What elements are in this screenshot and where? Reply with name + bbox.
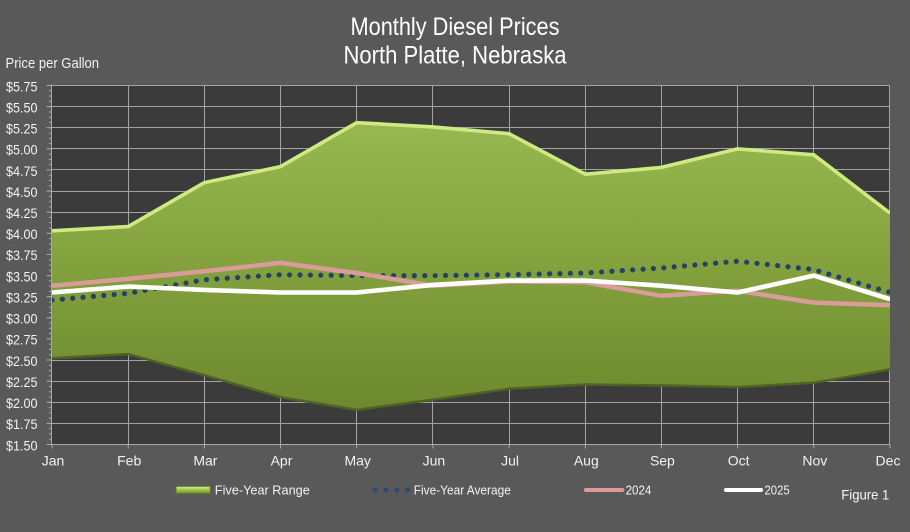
svg-text:Mar: Mar xyxy=(193,453,217,469)
svg-text:$3.50: $3.50 xyxy=(6,268,38,284)
svg-text:$5.25: $5.25 xyxy=(6,121,38,137)
svg-text:Jan: Jan xyxy=(42,453,65,469)
svg-text:Feb: Feb xyxy=(117,453,141,469)
svg-text:Five-Year Average: Five-Year Average xyxy=(414,483,511,497)
svg-text:Jun: Jun xyxy=(423,453,446,469)
svg-text:Apr: Apr xyxy=(271,453,293,469)
svg-text:North Platte, Nebraska: North Platte, Nebraska xyxy=(344,41,568,69)
svg-text:$2.75: $2.75 xyxy=(6,332,38,348)
svg-text:$4.50: $4.50 xyxy=(6,184,38,200)
svg-text:Oct: Oct xyxy=(728,453,750,469)
svg-text:$3.75: $3.75 xyxy=(6,247,38,263)
svg-text:$4.00: $4.00 xyxy=(6,226,38,242)
svg-text:$4.75: $4.75 xyxy=(6,163,38,179)
svg-text:$2.25: $2.25 xyxy=(6,374,38,390)
svg-text:Price per Gallon: Price per Gallon xyxy=(6,56,100,72)
svg-text:$2.50: $2.50 xyxy=(6,353,38,369)
svg-text:$1.75: $1.75 xyxy=(6,416,38,432)
svg-text:Monthly Diesel Prices: Monthly Diesel Prices xyxy=(351,13,560,41)
svg-text:$3.00: $3.00 xyxy=(6,311,38,327)
svg-text:$1.50: $1.50 xyxy=(6,437,38,453)
svg-text:Dec: Dec xyxy=(876,453,901,469)
svg-text:Figure 1: Figure 1 xyxy=(841,487,889,502)
svg-text:Jul: Jul xyxy=(501,453,519,469)
svg-text:$4.25: $4.25 xyxy=(6,205,38,221)
svg-text:$5.00: $5.00 xyxy=(6,142,38,158)
svg-text:Five-Year Range: Five-Year Range xyxy=(215,483,310,497)
svg-text:Nov: Nov xyxy=(802,453,827,469)
svg-text:$2.00: $2.00 xyxy=(6,395,38,411)
svg-text:Sep: Sep xyxy=(650,453,675,469)
svg-text:$3.25: $3.25 xyxy=(6,290,38,306)
svg-text:2025: 2025 xyxy=(765,483,790,497)
svg-text:$5.50: $5.50 xyxy=(6,99,38,115)
svg-text:May: May xyxy=(344,453,370,469)
svg-text:Aug: Aug xyxy=(574,453,599,469)
svg-text:$5.75: $5.75 xyxy=(6,78,38,94)
svg-text:2024: 2024 xyxy=(626,483,652,497)
